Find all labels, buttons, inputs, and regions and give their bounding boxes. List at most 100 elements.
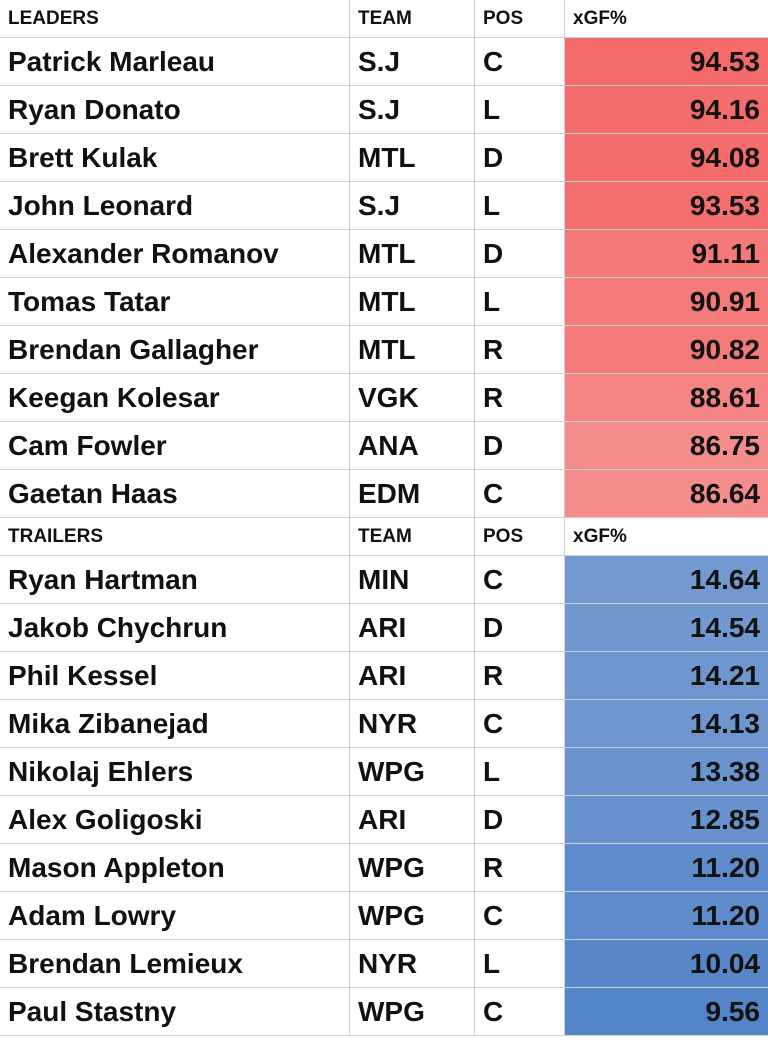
data-row: Alexander Romanov MTL D 91.11 xyxy=(0,230,768,278)
data-row: Ryan Hartman MIN C 14.64 xyxy=(0,556,768,604)
data-row: Cam Fowler ANA D 86.75 xyxy=(0,422,768,470)
data-cell: ARI xyxy=(350,796,475,843)
header-cell: POS xyxy=(475,0,565,37)
xgf-cell: 91.11 xyxy=(565,230,768,277)
xgf-cell: 10.04 xyxy=(565,940,768,987)
data-row: Brendan Gallagher MTL R 90.82 xyxy=(0,326,768,374)
xgf-cell: 94.08 xyxy=(565,134,768,181)
xgf-cell: 93.53 xyxy=(565,182,768,229)
data-cell: Phil Kessel xyxy=(0,652,350,699)
data-cell: ARI xyxy=(350,604,475,651)
xgf-cell: 13.38 xyxy=(565,748,768,795)
data-cell: MTL xyxy=(350,230,475,277)
header-cell: TEAM xyxy=(350,518,475,555)
data-cell: C xyxy=(475,892,565,939)
data-cell: Adam Lowry xyxy=(0,892,350,939)
data-cell: Nikolaj Ehlers xyxy=(0,748,350,795)
data-cell: Mika Zibanejad xyxy=(0,700,350,747)
data-cell: Paul Stastny xyxy=(0,988,350,1035)
data-cell: Alexander Romanov xyxy=(0,230,350,277)
data-cell: Alex Goligoski xyxy=(0,796,350,843)
data-cell: C xyxy=(475,556,565,603)
data-row: Brendan Lemieux NYR L 10.04 xyxy=(0,940,768,988)
data-row: Mika Zibanejad NYR C 14.13 xyxy=(0,700,768,748)
data-row: Gaetan Haas EDM C 86.64 xyxy=(0,470,768,518)
data-cell: Brett Kulak xyxy=(0,134,350,181)
data-cell: WPG xyxy=(350,844,475,891)
data-row: Adam Lowry WPG C 11.20 xyxy=(0,892,768,940)
data-row: Alex Goligoski ARI D 12.85 xyxy=(0,796,768,844)
xgf-cell: 88.61 xyxy=(565,374,768,421)
data-cell: Ryan Donato xyxy=(0,86,350,133)
header-row: TRAILERS TEAM POS xGF% xyxy=(0,518,768,556)
data-cell: NYR xyxy=(350,940,475,987)
data-cell: D xyxy=(475,230,565,277)
header-cell: LEADERS xyxy=(0,0,350,37)
data-row: Ryan Donato S.J L 94.16 xyxy=(0,86,768,134)
data-cell: C xyxy=(475,988,565,1035)
data-cell: D xyxy=(475,604,565,651)
data-row: Keegan Kolesar VGK R 88.61 xyxy=(0,374,768,422)
xgf-cell: 90.82 xyxy=(565,326,768,373)
data-cell: S.J xyxy=(350,86,475,133)
data-row: Patrick Marleau S.J C 94.53 xyxy=(0,38,768,86)
data-row: Brett Kulak MTL D 94.08 xyxy=(0,134,768,182)
data-cell: R xyxy=(475,374,565,421)
xgf-cell: 14.54 xyxy=(565,604,768,651)
data-cell: L xyxy=(475,278,565,325)
data-cell: EDM xyxy=(350,470,475,517)
xgf-cell: 86.64 xyxy=(565,470,768,517)
data-cell: VGK xyxy=(350,374,475,421)
header-cell: TRAILERS xyxy=(0,518,350,555)
header-cell: TEAM xyxy=(350,0,475,37)
data-row: Mason Appleton WPG R 11.20 xyxy=(0,844,768,892)
data-cell: S.J xyxy=(350,38,475,85)
xgf-cell: 9.56 xyxy=(565,988,768,1035)
header-cell: xGF% xyxy=(573,7,627,29)
header-row: LEADERS TEAM POS xGF% xyxy=(0,0,768,38)
data-cell: Keegan Kolesar xyxy=(0,374,350,421)
data-cell: S.J xyxy=(350,182,475,229)
data-cell: ANA xyxy=(350,422,475,469)
xgf-cell: 12.85 xyxy=(565,796,768,843)
data-cell: Gaetan Haas xyxy=(0,470,350,517)
header-cell: xGF% xyxy=(573,525,627,547)
data-cell: Brendan Gallagher xyxy=(0,326,350,373)
xgf-cell: 90.91 xyxy=(565,278,768,325)
data-cell: Brendan Lemieux xyxy=(0,940,350,987)
data-cell: Tomas Tatar xyxy=(0,278,350,325)
data-cell: C xyxy=(475,38,565,85)
data-cell: L xyxy=(475,182,565,229)
xgf-cell: 86.75 xyxy=(565,422,768,469)
data-row: John Leonard S.J L 93.53 xyxy=(0,182,768,230)
data-row: Phil Kessel ARI R 14.21 xyxy=(0,652,768,700)
data-cell: John Leonard xyxy=(0,182,350,229)
data-cell: L xyxy=(475,748,565,795)
data-cell: WPG xyxy=(350,892,475,939)
data-cell: C xyxy=(475,470,565,517)
data-cell: L xyxy=(475,940,565,987)
data-cell: MIN xyxy=(350,556,475,603)
data-cell: WPG xyxy=(350,748,475,795)
data-cell: NYR xyxy=(350,700,475,747)
data-cell: ARI xyxy=(350,652,475,699)
xgf-cell: 94.16 xyxy=(565,86,768,133)
xgf-cell: 94.53 xyxy=(565,38,768,85)
header-cell: POS xyxy=(475,518,565,555)
data-cell: MTL xyxy=(350,326,475,373)
data-row: Tomas Tatar MTL L 90.91 xyxy=(0,278,768,326)
data-cell: R xyxy=(475,326,565,373)
data-cell: MTL xyxy=(350,134,475,181)
xgf-cell: 11.20 xyxy=(565,844,768,891)
xgf-cell: 11.20 xyxy=(565,892,768,939)
data-row: Paul Stastny WPG C 9.56 xyxy=(0,988,768,1036)
data-cell: D xyxy=(475,134,565,181)
data-row: Jakob Chychrun ARI D 14.54 xyxy=(0,604,768,652)
xgf-cell: 14.64 xyxy=(565,556,768,603)
data-cell: Ryan Hartman xyxy=(0,556,350,603)
data-cell: WPG xyxy=(350,988,475,1035)
data-cell: Mason Appleton xyxy=(0,844,350,891)
data-cell: Cam Fowler xyxy=(0,422,350,469)
data-cell: C xyxy=(475,700,565,747)
data-cell: R xyxy=(475,652,565,699)
